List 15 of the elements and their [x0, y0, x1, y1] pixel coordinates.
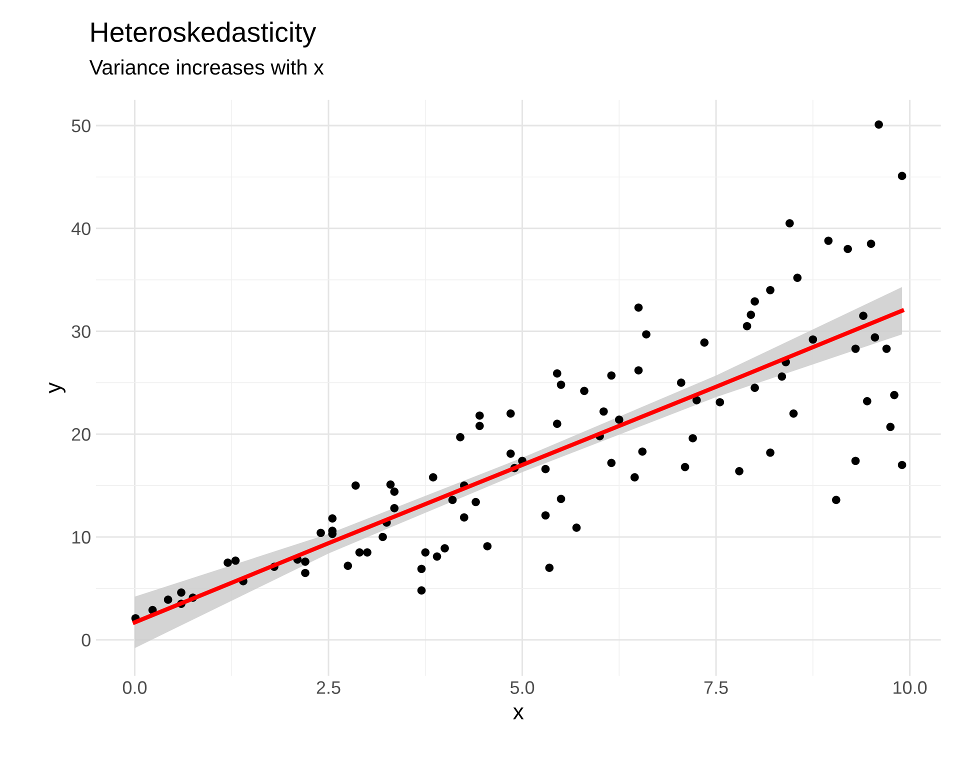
y-tick-label: 10 [72, 530, 90, 544]
x-tick-label: 7.5 [704, 681, 728, 694]
y-tick-label: 40 [71, 222, 90, 236]
chart-title: Heteroskedasticity [92, 22, 316, 48]
y-tick-label: 20 [72, 428, 90, 441]
y-tick-label: 50 [72, 119, 90, 132]
y-axis-title: y [49, 382, 66, 394]
y-tick-label: 30 [72, 325, 90, 338]
x-tick-label: 2.5 [316, 681, 340, 694]
chart-subtitle: Variance increases with x [89, 59, 324, 75]
x-axis-title: x [513, 707, 524, 720]
x-tick-label: 0.0 [122, 681, 147, 694]
x-tick-label: 5.0 [510, 681, 534, 694]
x-tick-label: 10.0 [894, 681, 927, 694]
y-tick-label: 0 [82, 634, 90, 647]
